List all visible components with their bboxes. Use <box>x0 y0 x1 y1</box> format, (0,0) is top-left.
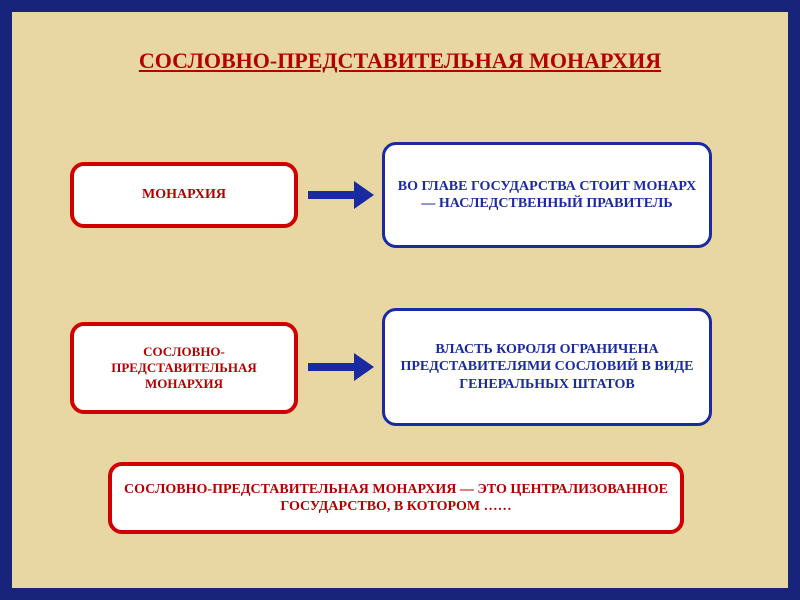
page-title: СОСЛОВНО-ПРЕДСТАВИТЕЛЬНАЯ МОНАРХИЯ <box>12 48 788 74</box>
box-estate-monarchy-def: ВЛАСТЬ КОРОЛЯ ОГРАНИЧЕНА ПРЕДСТАВИТЕЛЯМИ… <box>382 308 712 426</box>
outer-frame: СОСЛОВНО-ПРЕДСТАВИТЕЛЬНАЯ МОНАРХИЯ МОНАР… <box>0 0 800 600</box>
box-summary: СОСЛОВНО-ПРЕДСТАВИТЕЛЬНАЯ МОНАРХИЯ — ЭТО… <box>108 462 684 534</box>
box-monarchy: МОНАРХИЯ <box>70 162 298 228</box>
canvas: СОСЛОВНО-ПРЕДСТАВИТЕЛЬНАЯ МОНАРХИЯ МОНАР… <box>12 12 788 588</box>
box-estate-monarchy: СОСЛОВНО-ПРЕДСТАВИТЕЛЬНАЯ МОНАРХИЯ <box>70 322 298 414</box>
arrow-row1 <box>308 180 372 210</box>
arrow-row2 <box>308 352 372 382</box>
box-monarchy-def: ВО ГЛАВЕ ГОСУДАРСТВА СТОИТ МОНАРХ — НАСЛ… <box>382 142 712 248</box>
